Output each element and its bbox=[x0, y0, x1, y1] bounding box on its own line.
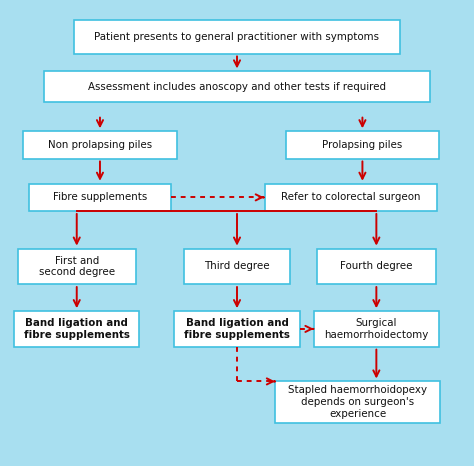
FancyBboxPatch shape bbox=[286, 131, 439, 158]
FancyBboxPatch shape bbox=[183, 248, 291, 284]
Text: Fourth degree: Fourth degree bbox=[340, 261, 412, 271]
Text: Prolapsing piles: Prolapsing piles bbox=[322, 140, 402, 150]
FancyBboxPatch shape bbox=[174, 311, 300, 347]
FancyBboxPatch shape bbox=[18, 248, 136, 284]
Text: Stapled haemorrhoidopexy
depends on surgeon's
experience: Stapled haemorrhoidopexy depends on surg… bbox=[288, 385, 428, 418]
Text: Patient presents to general practitioner with symptoms: Patient presents to general practitioner… bbox=[94, 32, 380, 41]
FancyBboxPatch shape bbox=[275, 381, 440, 423]
Text: First and
second degree: First and second degree bbox=[39, 255, 115, 277]
FancyBboxPatch shape bbox=[265, 184, 437, 211]
Text: Assessment includes anoscopy and other tests if required: Assessment includes anoscopy and other t… bbox=[88, 82, 386, 92]
Text: Band ligation and
fibre supplements: Band ligation and fibre supplements bbox=[184, 318, 290, 340]
Text: Refer to colorectal surgeon: Refer to colorectal surgeon bbox=[281, 192, 420, 202]
FancyBboxPatch shape bbox=[314, 311, 439, 347]
Text: Band ligation and
fibre supplements: Band ligation and fibre supplements bbox=[24, 318, 130, 340]
FancyBboxPatch shape bbox=[23, 131, 177, 158]
Text: Third degree: Third degree bbox=[204, 261, 270, 271]
FancyBboxPatch shape bbox=[14, 311, 139, 347]
Text: Non prolapsing piles: Non prolapsing piles bbox=[48, 140, 152, 150]
FancyBboxPatch shape bbox=[44, 71, 430, 103]
FancyBboxPatch shape bbox=[317, 248, 436, 284]
Text: Surgical
haemorrhoidectomy: Surgical haemorrhoidectomy bbox=[324, 318, 428, 340]
Text: Fibre supplements: Fibre supplements bbox=[53, 192, 147, 202]
FancyBboxPatch shape bbox=[74, 20, 400, 54]
FancyBboxPatch shape bbox=[29, 184, 171, 211]
